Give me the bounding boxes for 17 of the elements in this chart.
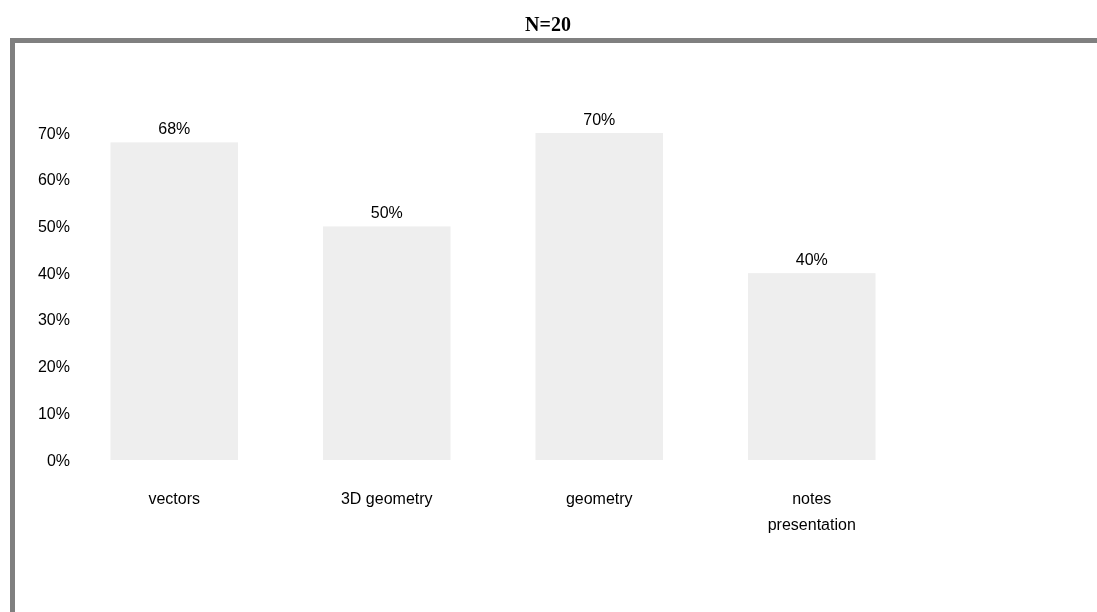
y-tick-label: 20% [37,358,70,376]
y-tick-label: 50% [37,218,70,236]
data-label: 40% [795,251,828,269]
data-label: 50% [370,204,403,222]
x-tick-label: 3D geometry [340,490,433,507]
y-tick-label: 30% [37,311,70,329]
x-tick-label: geometry [565,490,633,507]
x-tick-label: vectors [148,490,201,507]
chart-title: N=20 [525,13,571,35]
x-tick-label: notes presentation [767,490,856,533]
data-label: 68% [158,120,191,138]
y-tick-label: 0% [46,451,70,469]
y-tick-label: 60% [37,171,70,189]
y-tick-label: 70% [37,124,70,142]
y-tick-label: 10% [37,404,70,422]
y-tick-label: 40% [37,264,70,282]
data-label: 70% [583,111,616,128]
